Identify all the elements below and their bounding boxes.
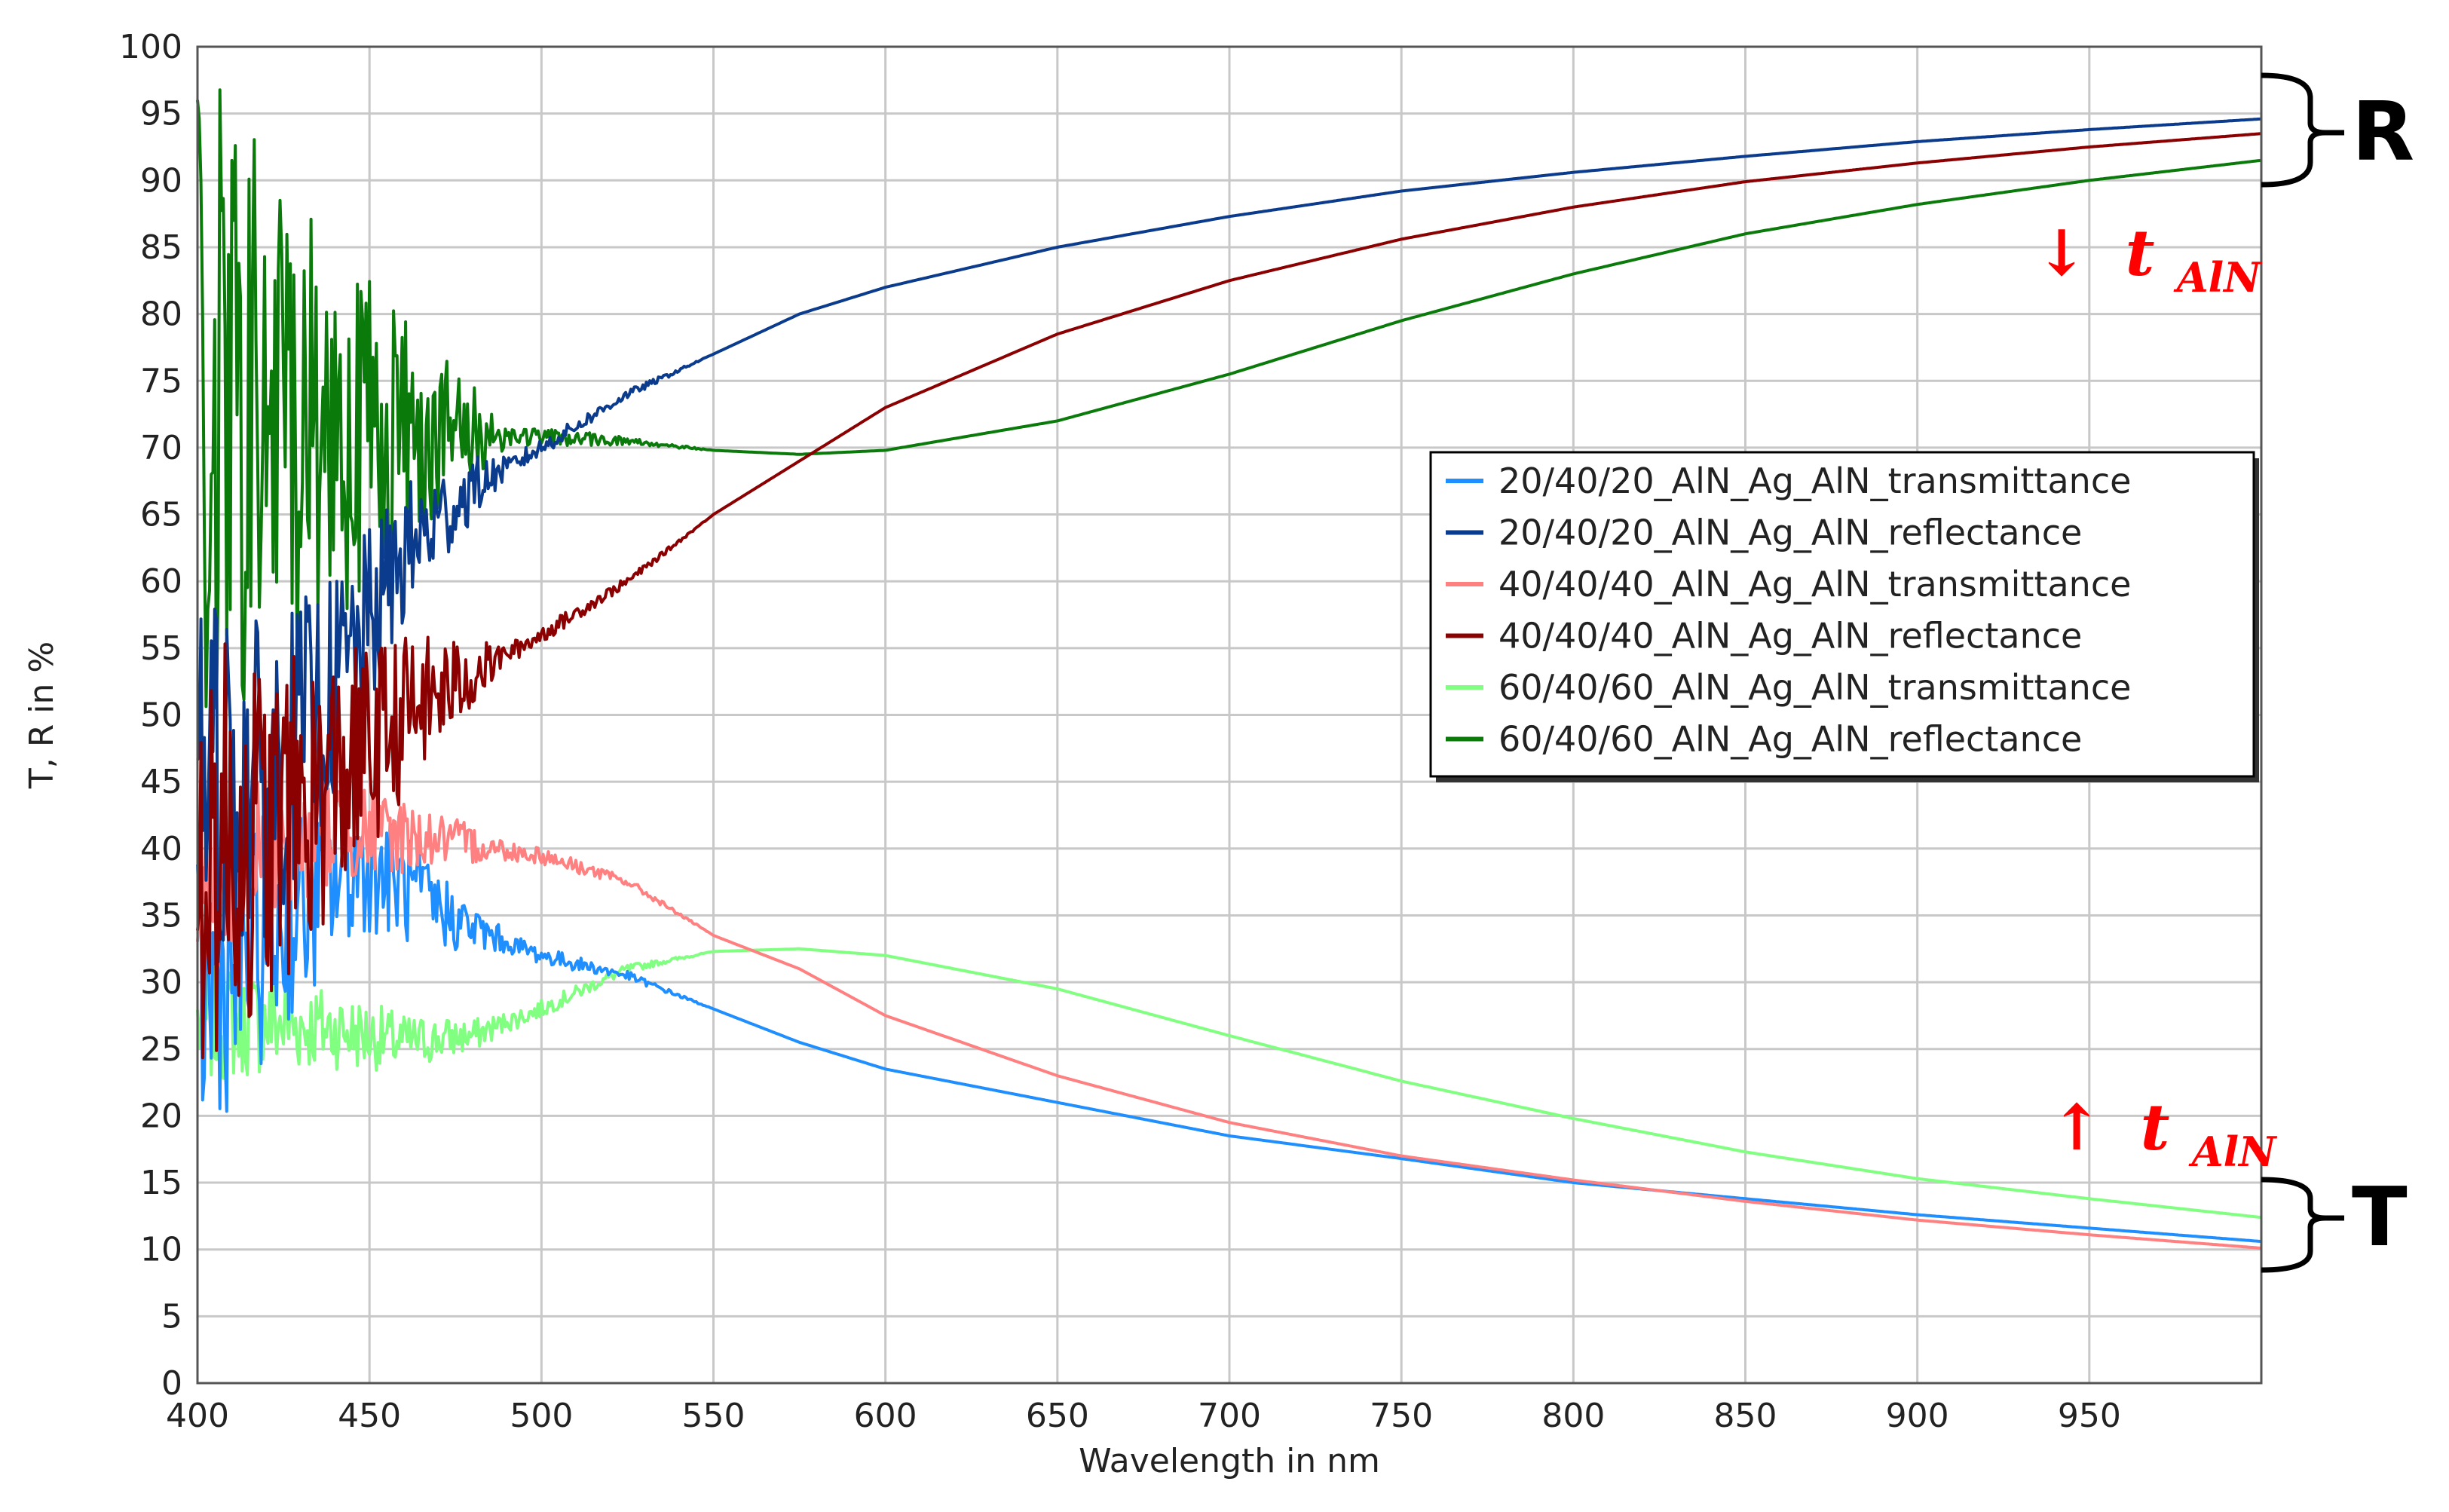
series-line: [196, 947, 2262, 1220]
legend-label: 60/40/60_AlN_Ag_AlN_transmittance: [1498, 667, 2131, 708]
y-tick-label: 55: [140, 629, 182, 668]
x-tick-label: 900: [1886, 1397, 1949, 1435]
legend: 20/40/20_AlN_Ag_AlN_transmittance 20/40/2…: [1429, 451, 2259, 782]
y-tick-label: 75: [140, 362, 182, 400]
x-tick-label: 500: [510, 1397, 573, 1435]
series-line: [196, 797, 2262, 1244]
arrow-up-icon: ↑: [2050, 1090, 2103, 1165]
y-tick-label: 30: [140, 963, 182, 1002]
legend-label: 40/40/40_AlN_Ag_AlN_transmittance: [1498, 564, 2131, 604]
arrow-down-icon: ↓: [2035, 216, 2088, 290]
y-tick-label: 5: [161, 1297, 182, 1336]
y-tick-label: 10: [140, 1231, 182, 1269]
arrow-down-label: ↓ t AlN: [2035, 216, 2263, 301]
t-symbol-down: t: [2126, 216, 2155, 290]
legend-label: 60/40/60_AlN_Ag_AlN_reflectance: [1498, 719, 2082, 760]
legend-box: [1429, 451, 2255, 778]
y-tick-label: 90: [140, 161, 182, 200]
x-tick-label: 800: [1541, 1397, 1605, 1435]
y-tick-label: 100: [119, 28, 182, 66]
y-tick-label: 65: [140, 496, 182, 534]
y-tick-label: 0: [161, 1364, 182, 1403]
series-group: [196, 88, 2262, 1250]
series-line: [196, 776, 2262, 1250]
x-tick-label: 850: [1714, 1397, 1777, 1435]
x-tick-label: 450: [338, 1397, 401, 1435]
x-tick-label: 400: [166, 1397, 229, 1435]
y-tick-label: 40: [140, 830, 182, 868]
x-tick-label: 550: [682, 1397, 745, 1435]
legend-label: 20/40/20_AlN_Ag_AlN_reflectance: [1498, 513, 2082, 553]
y-tick-label: 85: [140, 228, 182, 267]
legend-label: 20/40/20_AlN_Ag_AlN_transmittance: [1498, 461, 2131, 501]
y-tick-label: 20: [140, 1097, 182, 1135]
x-tick-label: 700: [1198, 1397, 1261, 1435]
plot-frame: [196, 45, 2263, 1385]
t-label: T: [2352, 1171, 2408, 1265]
y-tick-label: 70: [140, 429, 182, 467]
legend-items: 20/40/20_AlN_Ag_AlN_transmittance 20/40/2…: [1446, 461, 2131, 760]
y-tick-label: 50: [140, 696, 182, 735]
y-tick-label: 95: [140, 95, 182, 133]
y-tick-label: 80: [140, 295, 182, 334]
y-tick-label: 25: [140, 1030, 182, 1069]
series-line: [196, 117, 2262, 964]
r-label: R: [2352, 85, 2414, 179]
y-axis-title: T, R in %: [23, 641, 61, 789]
x-axis-title: Wavelength in nm: [1079, 1442, 1380, 1480]
legend-label: 40/40/40_AlN_Ag_AlN_reflectance: [1498, 616, 2082, 657]
y-tick-label: 60: [140, 562, 182, 601]
y-tick-label: 35: [140, 896, 182, 935]
x-tick-label: 950: [2058, 1397, 2121, 1435]
tick-labels: 400 450 500 550 600 650 700 750 800 850 900 950 0 5 10…: [119, 28, 2121, 1435]
arrow-up-label: ↑ t AlN: [2050, 1090, 2278, 1176]
series-line: [196, 132, 2262, 1060]
annotations: R T ↓ t AlN ↑ t AlN: [2035, 72, 2414, 1273]
t-subscript-down: AlN: [2173, 253, 2263, 301]
t-subscript-up: AlN: [2188, 1128, 2278, 1176]
y-tick-label: 15: [140, 1164, 182, 1202]
t-symbol-up: t: [2141, 1090, 2170, 1165]
x-tick-label: 600: [854, 1397, 917, 1435]
y-tick-label: 45: [140, 763, 182, 801]
x-tick-label: 750: [1370, 1397, 1433, 1435]
x-tick-label: 650: [1026, 1397, 1089, 1435]
